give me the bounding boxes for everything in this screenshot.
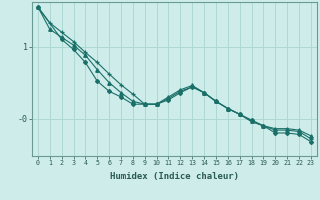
X-axis label: Humidex (Indice chaleur): Humidex (Indice chaleur) bbox=[110, 172, 239, 181]
